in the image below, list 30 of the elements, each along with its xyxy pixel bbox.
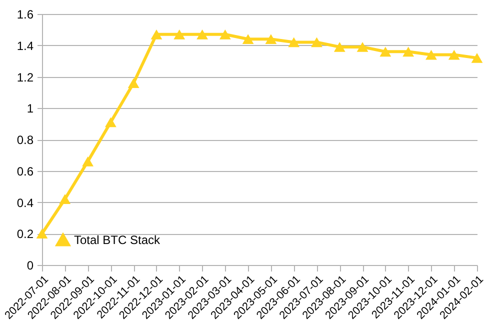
y-tick-label: 0.2: [16, 227, 34, 242]
y-tick-label: 1: [26, 102, 34, 116]
y-tick-label: 0.6: [16, 164, 34, 178]
point: [288, 37, 300, 48]
point: [82, 156, 94, 166]
point: [448, 50, 460, 60]
point: [265, 34, 277, 44]
y-tick-label: 1.4: [16, 38, 34, 53]
point: [242, 34, 254, 44]
point: [426, 50, 437, 60]
y-tick-label: 1.6: [16, 8, 34, 22]
point: [402, 46, 414, 57]
point: [334, 42, 346, 52]
point: [311, 37, 322, 48]
y-tick-label: 0: [26, 258, 34, 272]
point: [219, 29, 231, 40]
y-tick-label: 0.8: [16, 133, 34, 147]
point: [36, 228, 48, 239]
legend-label: Total BTC Stack: [74, 233, 162, 247]
point: [471, 52, 483, 63]
point: [196, 29, 208, 40]
y-tick-label: 0.4: [16, 196, 34, 210]
y-tick-label: 1.2: [16, 70, 34, 84]
point: [59, 194, 71, 204]
point: [104, 117, 116, 128]
point: [174, 29, 186, 40]
point: [128, 78, 140, 88]
point: [356, 42, 368, 52]
point: [380, 46, 392, 57]
point: [150, 29, 162, 40]
